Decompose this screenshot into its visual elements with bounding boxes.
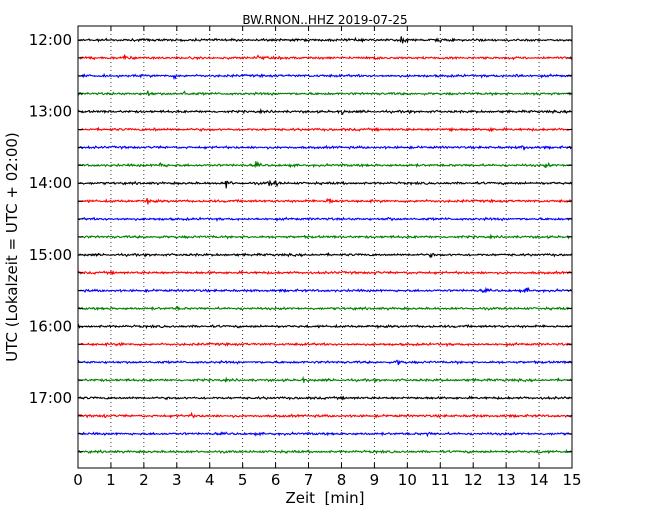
trace-1245 bbox=[77, 90, 573, 97]
y-tick-label: 14:00 bbox=[29, 174, 72, 192]
x-axis-ticks: 0 1 2 3 4 5 6 7 8 9 10 11 12 13 14 15 bbox=[73, 26, 582, 489]
trace-1315 bbox=[77, 126, 573, 133]
y-tick-label: 17:00 bbox=[29, 389, 72, 407]
x-tick-label: 3 bbox=[172, 471, 182, 489]
trace-1645 bbox=[77, 375, 573, 383]
trace-1330 bbox=[77, 144, 573, 151]
y-axis-label: UTC (Lokalzeit = UTC + 02:00) bbox=[3, 132, 21, 362]
x-axis-label: Zeit [min] bbox=[285, 489, 364, 507]
trace-1530 bbox=[77, 286, 573, 294]
x-tick-label: 6 bbox=[271, 471, 281, 489]
grid-lines bbox=[110, 26, 540, 468]
y-tick-label: 13:00 bbox=[29, 103, 72, 121]
x-tick-label: 11 bbox=[431, 471, 450, 489]
trace-1715 bbox=[77, 411, 573, 419]
x-tick-label: 4 bbox=[205, 471, 215, 489]
trace-1200 bbox=[77, 36, 573, 44]
x-tick-label: 8 bbox=[337, 471, 347, 489]
trace-1745 bbox=[77, 448, 573, 455]
x-tick-label: 0 bbox=[73, 471, 83, 489]
trace-1430 bbox=[77, 216, 573, 222]
x-tick-label: 13 bbox=[497, 471, 516, 489]
trace-1215 bbox=[77, 54, 573, 61]
trace-1300 bbox=[77, 108, 573, 116]
x-tick-label: 5 bbox=[238, 471, 248, 489]
y-tick-label: 12:00 bbox=[29, 31, 72, 49]
chart-title: BW.RNON..HHZ 2019-07-25 bbox=[242, 13, 407, 27]
trace-1600 bbox=[77, 323, 573, 330]
trace-1400 bbox=[77, 179, 573, 189]
x-tick-label: 14 bbox=[530, 471, 549, 489]
y-tick-label: 15:00 bbox=[29, 246, 72, 264]
y-tick-label: 16:00 bbox=[29, 317, 72, 335]
x-tick-label: 2 bbox=[139, 471, 149, 489]
trace-1445 bbox=[77, 233, 573, 240]
trace-1345 bbox=[77, 160, 573, 169]
trace-1500 bbox=[77, 251, 573, 259]
trace-series bbox=[77, 36, 573, 455]
trace-1515 bbox=[77, 270, 573, 276]
trace-1630 bbox=[77, 359, 573, 366]
x-tick-label: 7 bbox=[304, 471, 314, 489]
x-tick-label: 15 bbox=[562, 471, 581, 489]
trace-1700 bbox=[77, 395, 573, 401]
trace-1230 bbox=[77, 72, 573, 81]
x-tick-label: 1 bbox=[106, 471, 116, 489]
x-tick-label: 12 bbox=[464, 471, 483, 489]
trace-1730 bbox=[77, 431, 573, 438]
trace-1545 bbox=[77, 305, 573, 312]
x-tick-label: 10 bbox=[398, 471, 417, 489]
y-axis-ticks: 12:00 13:00 14:00 15:00 16:00 17:00 bbox=[29, 31, 572, 453]
trace-1415 bbox=[77, 197, 573, 205]
x-tick-label: 9 bbox=[370, 471, 380, 489]
plot-frame bbox=[77, 25, 573, 469]
trace-1615 bbox=[77, 341, 573, 348]
